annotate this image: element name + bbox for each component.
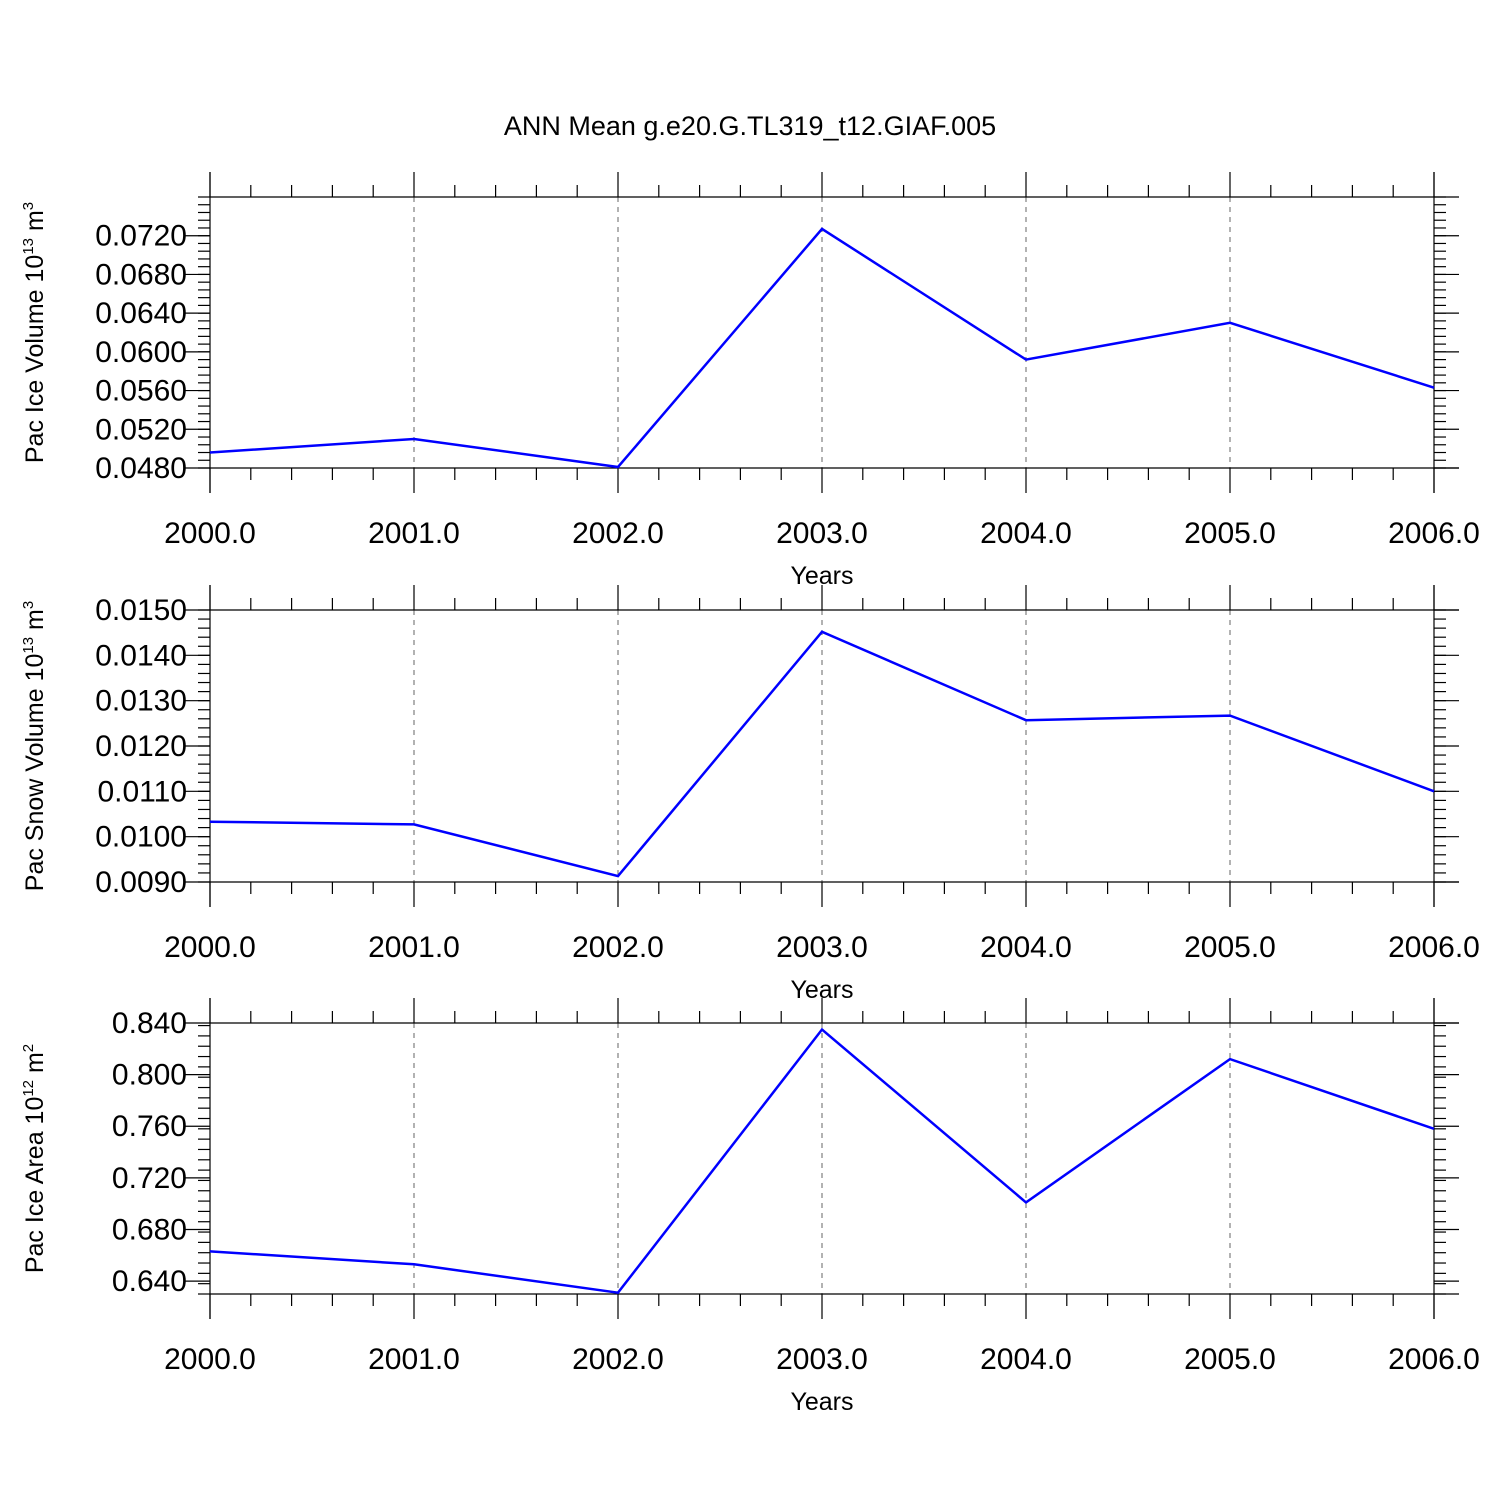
- y-axis-label: Pac Snow Volume 1013 m3: [20, 601, 49, 891]
- series-line: [209, 227, 1435, 469]
- y-tick-label: 0.680: [112, 1213, 187, 1246]
- x-tick-label: 2002.0: [572, 1343, 664, 1376]
- y-tick-label: 0.760: [112, 1110, 187, 1143]
- y-tick-label: 0.720: [112, 1162, 187, 1195]
- x-axis-label: Years: [790, 1388, 853, 1416]
- y-axis-label-superscript: 13: [20, 238, 37, 255]
- y-axis-label-part: m: [21, 210, 49, 238]
- x-tick-label: 2003.0: [776, 1343, 868, 1376]
- panels: 0.0480 0.0520 0.0560 0.0600 0.0640 0.0680 0.07…: [20, 172, 1480, 1416]
- y-tick-label: 0.0130: [95, 685, 187, 718]
- x-tick-label: 2006.0: [1388, 517, 1480, 550]
- chart-title: ANN Mean g.e20.G.TL319_t12.GIAF.005: [504, 111, 996, 141]
- x-tick-label: 2004.0: [980, 931, 1072, 964]
- x-tick-label: 2000.0: [164, 517, 256, 550]
- x-tick-label: 2003.0: [776, 517, 868, 550]
- y-axis-label-part: m: [21, 1052, 49, 1080]
- x-tick-label: 2005.0: [1184, 931, 1276, 964]
- y-axis-label: Pac Ice Volume 1013 m3: [20, 202, 49, 463]
- y-axis-label-superscript: 13: [20, 637, 37, 654]
- chart-panel-1: 0.0480 0.0520 0.0560 0.0600 0.0640 0.0680 0.07…: [20, 172, 1480, 590]
- y-tick-label: 0.0150: [95, 594, 187, 627]
- x-tick-label: 2006.0: [1388, 931, 1480, 964]
- y-tick-label: 0.0560: [95, 375, 187, 408]
- series-line: [209, 1027, 1435, 1295]
- y-axis-label-part: Pac Ice Area 10: [21, 1097, 49, 1274]
- y-axis-label-superscript: 3: [20, 601, 37, 609]
- y-tick-label: 0.0100: [95, 821, 187, 854]
- chart-panel-2: 0.0090 0.0100 0.0110 0.0120 0.0130 0.0140 0.01…: [20, 585, 1480, 1004]
- x-tick-label: 2001.0: [368, 931, 460, 964]
- y-tick-label: 0.0520: [95, 413, 187, 446]
- x-tick-label: 2004.0: [980, 517, 1072, 550]
- x-tick-label: 2005.0: [1184, 517, 1276, 550]
- x-tick-label: 2000.0: [164, 1343, 256, 1376]
- chart-panel-3: 0.640 0.680 0.720 0.760 0.800 0.840 2000.0 2001…: [20, 998, 1480, 1416]
- y-tick-label: 0.800: [112, 1059, 187, 1092]
- x-tick-label: 2006.0: [1388, 1343, 1480, 1376]
- y-axis-label-superscript: 2: [20, 1044, 37, 1052]
- x-tick-label: 2000.0: [164, 931, 256, 964]
- y-axis-label-part: m: [21, 609, 49, 637]
- series-line: [209, 630, 1435, 878]
- y-axis-label-superscript: 3: [20, 202, 37, 210]
- y-tick-label: 0.0720: [95, 220, 187, 253]
- y-axis-label-part: Pac Ice Volume 10: [21, 255, 49, 463]
- x-tick-label: 2002.0: [572, 931, 664, 964]
- y-axis-label-part: Pac Snow Volume 10: [21, 654, 49, 892]
- y-tick-label: 0.0480: [95, 452, 187, 485]
- y-tick-label: 0.0090: [95, 866, 187, 899]
- y-tick-label: 0.0640: [95, 297, 187, 330]
- x-tick-label: 2003.0: [776, 931, 868, 964]
- y-tick-label: 0.0600: [95, 336, 187, 369]
- x-tick-label: 2005.0: [1184, 1343, 1276, 1376]
- y-tick-label: 0.0680: [95, 258, 187, 291]
- x-tick-label: 2001.0: [368, 1343, 460, 1376]
- y-tick-label: 0.640: [112, 1265, 187, 1298]
- y-tick-label: 0.0140: [95, 639, 187, 672]
- y-tick-label: 0.0110: [97, 775, 187, 808]
- y-tick-label: 0.840: [112, 1007, 187, 1040]
- x-tick-label: 2001.0: [368, 517, 460, 550]
- y-axis-label: Pac Ice Area 1012 m2: [20, 1044, 49, 1273]
- y-tick-label: 0.0120: [95, 730, 187, 763]
- y-axis-label-superscript: 12: [20, 1080, 37, 1097]
- x-tick-label: 2002.0: [572, 517, 664, 550]
- x-tick-label: 2004.0: [980, 1343, 1072, 1376]
